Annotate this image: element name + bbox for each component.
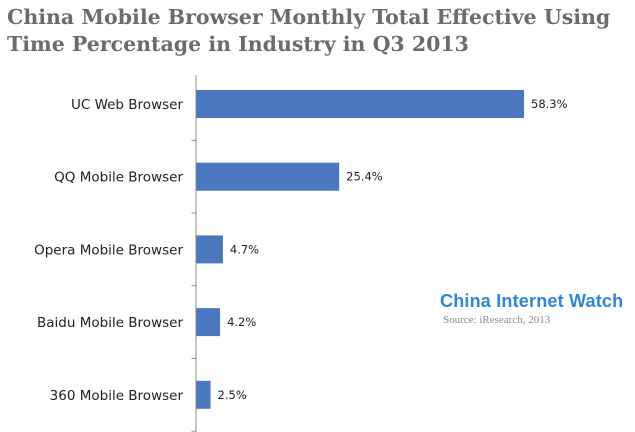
category-label: 360 Mobile Browser [50, 388, 184, 404]
watermark-brand: China Internet Watch [440, 291, 624, 311]
category-label: UC Web Browser [71, 97, 183, 113]
bar-2 [196, 235, 223, 264]
value-label: 4.7% [230, 242, 259, 256]
watermark-source: Source: iResearch, 2013 [443, 314, 551, 326]
bar-3 [196, 308, 221, 337]
category-label: Baidu Mobile Browser [37, 315, 183, 331]
bar-4 [196, 380, 211, 409]
value-label: 4.2% [227, 315, 256, 329]
category-label: QQ Mobile Browser [54, 170, 183, 186]
bar-0 [196, 90, 524, 118]
chart-title: China Mobile Browser Monthly Total Effec… [7, 5, 611, 56]
value-label: 58.3% [531, 97, 568, 111]
bar-1 [196, 162, 340, 191]
value-label: 25.4% [346, 170, 383, 184]
value-label: 2.5% [218, 388, 247, 402]
category-label: Opera Mobile Browser [34, 242, 183, 258]
